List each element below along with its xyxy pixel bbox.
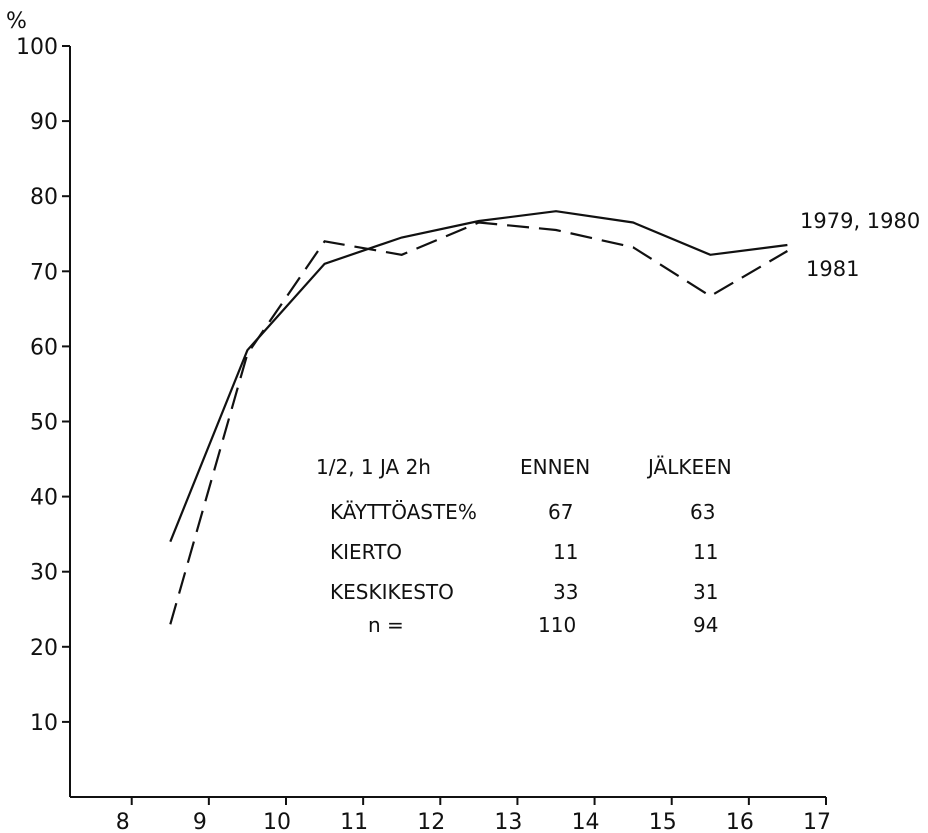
y-ticks: 10 20 30 40 50 60 70 80 90 100 bbox=[16, 35, 70, 736]
chart-axes bbox=[69, 46, 826, 798]
table-header-before: ENNEN bbox=[520, 455, 590, 479]
table-cell: 11 bbox=[553, 540, 578, 564]
y-tick-label: 10 bbox=[30, 711, 58, 736]
y-tick-label: 60 bbox=[30, 335, 58, 360]
series-line-solid bbox=[169, 210, 788, 543]
y-tick-label: 90 bbox=[30, 110, 58, 135]
table-row-label: KIERTO bbox=[330, 540, 402, 564]
series-label-1979-1980: 1979, 1980 bbox=[800, 209, 920, 233]
y-tick-label: 30 bbox=[30, 561, 58, 586]
x-tick-label: 11 bbox=[340, 810, 368, 833]
table-header-period: 1/2, 1 JA 2h bbox=[316, 455, 431, 479]
table-cell: 33 bbox=[553, 580, 578, 604]
y-tick-label: 40 bbox=[30, 486, 58, 511]
table-cell: 11 bbox=[693, 540, 718, 564]
table-cell: 94 bbox=[693, 613, 718, 637]
x-tick-label: 17 bbox=[803, 810, 831, 833]
x-tick-label: 12 bbox=[417, 810, 445, 833]
x-tick-label: 8 bbox=[116, 810, 130, 833]
y-tick-label: 70 bbox=[30, 260, 58, 285]
table-row-label: KESKIKESTO bbox=[330, 580, 454, 604]
table-cell: 31 bbox=[693, 580, 718, 604]
series-labels: 1979, 1980 1981 bbox=[800, 209, 920, 281]
y-axis-label: % bbox=[6, 9, 27, 34]
series-lines bbox=[169, 210, 788, 625]
table-cell: 110 bbox=[538, 613, 576, 637]
x-tick-label: 15 bbox=[649, 810, 677, 833]
y-tick-label: 100 bbox=[16, 35, 58, 60]
x-tick-label: 16 bbox=[726, 810, 754, 833]
x-tick-label: 13 bbox=[494, 810, 522, 833]
series-line-dashed bbox=[169, 221, 788, 625]
x-tick-label: 10 bbox=[263, 810, 291, 833]
x-ticks: 8 9 10 11 12 13 14 15 16 17 bbox=[116, 797, 831, 833]
x-tick-label: 14 bbox=[572, 810, 600, 833]
annotation-table: 1/2, 1 JA 2h ENNEN JÄLKEEN KÄYTTÖASTE% 6… bbox=[316, 455, 732, 637]
table-cell: 63 bbox=[690, 500, 715, 524]
y-tick-label: 80 bbox=[30, 185, 58, 210]
series-label-1981: 1981 bbox=[806, 257, 859, 281]
table-row-label: KÄYTTÖASTE% bbox=[330, 500, 477, 524]
table-header-after: JÄLKEEN bbox=[646, 455, 732, 479]
y-tick-label: 20 bbox=[30, 636, 58, 661]
table-cell: 67 bbox=[548, 500, 573, 524]
y-tick-label: 50 bbox=[30, 411, 58, 436]
x-tick-label: 9 bbox=[193, 810, 207, 833]
table-row-label: n = bbox=[368, 613, 404, 637]
